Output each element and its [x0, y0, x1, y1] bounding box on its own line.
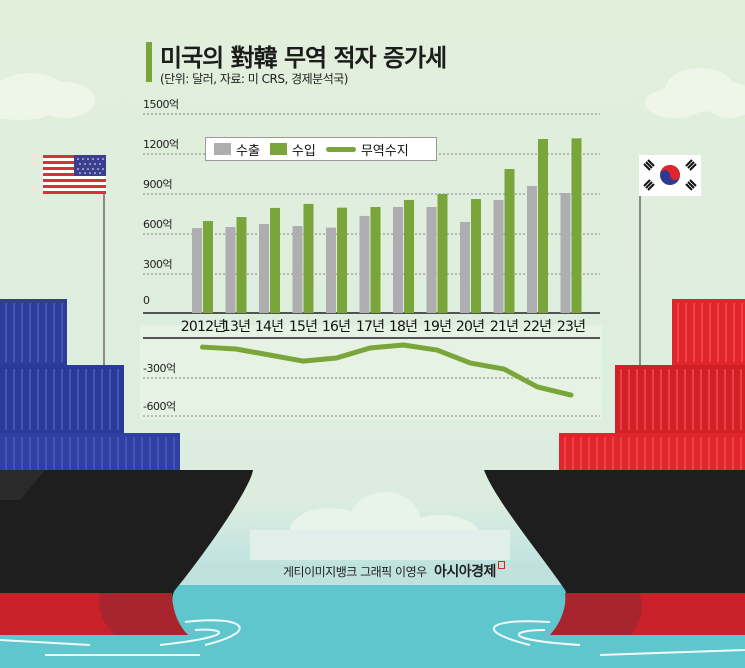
export-bar	[326, 227, 336, 313]
import-bar	[538, 139, 548, 313]
water-ripples	[0, 619, 745, 656]
import-bar	[370, 207, 381, 313]
us-containers	[0, 299, 180, 473]
credit-line: 게티이미지뱅크 그래픽 이영우 아시아경제	[283, 561, 505, 581]
x-tick: 2012년	[180, 319, 226, 335]
x-tick: 20년	[455, 319, 485, 335]
import-bar	[504, 169, 515, 313]
import-swatch-icon	[269, 143, 287, 155]
publisher-logo: 아시아경제	[433, 564, 496, 580]
x-tick: 13년	[221, 319, 251, 335]
import-bar	[236, 217, 247, 313]
korea-flag	[639, 155, 701, 196]
credit-text: 게티이미지뱅크 그래픽 이영우	[283, 565, 427, 579]
chart-subtitle: (단위: 달러, 자료: 미 CRS, 경제분석국)	[160, 72, 348, 86]
import-bar	[571, 138, 582, 313]
balance-line-icon	[325, 146, 356, 152]
chart-legend: 수출 수입 무역수지	[205, 137, 437, 161]
export-bar	[560, 193, 571, 313]
legend-item-balance: 무역수지	[325, 140, 409, 159]
x-tick: 15년	[288, 319, 318, 335]
export-bar	[426, 207, 437, 313]
y-tick-300: 300억	[143, 258, 173, 271]
export-bar	[192, 228, 202, 313]
cloud-left	[0, 73, 95, 120]
cloud-bottom	[250, 492, 510, 560]
cloud-right	[645, 68, 745, 118]
kr-containers	[559, 299, 745, 473]
x-tick: 16년	[321, 319, 351, 335]
legend-item-export: 수출	[214, 140, 260, 159]
export-bar	[527, 185, 537, 313]
x-tick: 18년	[388, 319, 418, 335]
export-swatch-icon	[214, 143, 231, 155]
export-bar	[259, 223, 269, 313]
x-tick: 14년	[254, 319, 284, 335]
publisher-mark-icon	[497, 561, 505, 569]
legend-label-import: 수입	[291, 143, 316, 159]
bar-series	[192, 138, 582, 313]
x-tick: 23년	[556, 319, 586, 335]
legend-item-import: 수입	[269, 140, 316, 159]
y-tick-600: 600억	[143, 218, 173, 231]
export-bar	[292, 226, 303, 313]
title-accent-bar	[146, 42, 152, 82]
legend-label-balance: 무역수지	[360, 143, 409, 159]
x-tick: 17년	[355, 319, 385, 335]
kr-ship	[484, 470, 745, 635]
import-bar	[337, 207, 347, 313]
export-bar	[359, 215, 370, 313]
import-bar	[303, 203, 314, 313]
us-ship	[0, 470, 253, 635]
x-tick: 19년	[422, 319, 452, 335]
import-bar	[203, 221, 213, 313]
import-bar	[471, 199, 481, 313]
x-tick: 22년	[522, 319, 552, 335]
y-tick-neg300: -300억	[143, 362, 176, 375]
import-bar	[437, 193, 448, 313]
export-bar	[393, 207, 403, 313]
y-tick-1500: 1500억	[143, 98, 179, 111]
export-bar	[460, 221, 470, 313]
trade-balance-line	[200, 342, 574, 398]
legend-label-export: 수출	[236, 143, 260, 159]
x-axis-labels: 2012년 13년 14년 15년 16년 17년 18년 19년 20년 21…	[140, 316, 600, 336]
y-tick-0: 0	[143, 294, 150, 307]
y-tick-neg600: -600억	[143, 400, 176, 413]
us-flag	[43, 155, 106, 194]
y-tick-900: 900억	[143, 178, 173, 191]
x-tick: 21년	[489, 319, 519, 335]
import-bar	[404, 199, 414, 313]
y-tick-1200: 1200억	[143, 138, 179, 151]
export-bar	[225, 227, 236, 313]
import-bar	[270, 207, 280, 313]
export-bar	[493, 199, 504, 313]
chart-title: 미국의 對韓 무역 적자 증가세	[160, 44, 447, 72]
